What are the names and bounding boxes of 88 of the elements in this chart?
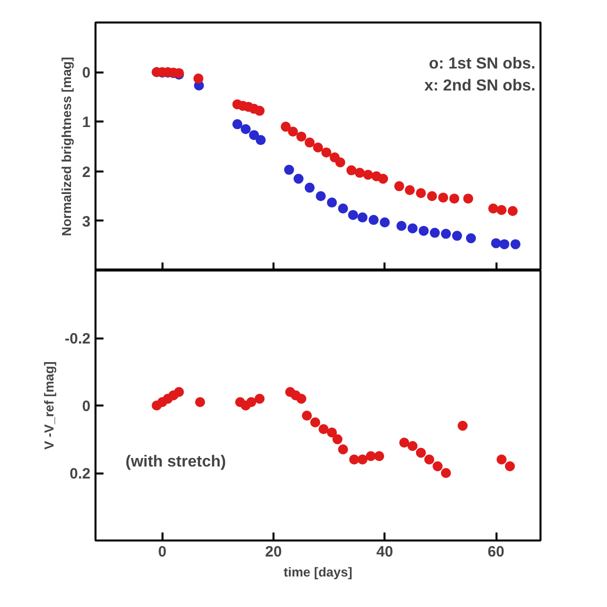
point [326,198,337,208]
point [440,468,451,478]
x-tick-label: 20 [265,544,282,560]
point [318,424,329,434]
x-tick-label: 60 [488,544,504,560]
point [374,451,384,462]
y-tick-label: 0 [82,398,90,415]
y-tick-label: 1 [82,114,90,132]
point [496,454,507,464]
point [430,228,440,238]
point [463,194,474,204]
point [408,223,418,234]
point [466,233,476,244]
point [246,397,256,408]
point [358,212,368,222]
annotation: o: 1st SN obs. [428,56,536,72]
point [346,165,356,176]
point [288,126,298,137]
point [254,394,265,404]
point [174,387,184,397]
annotation: x: 2nd SN obs. [424,78,536,94]
point [240,124,251,134]
point [304,138,315,148]
point [193,74,204,84]
point [302,410,312,421]
point [349,454,360,464]
point [316,191,326,202]
point [280,122,291,132]
y-tick-label: 2 [82,164,90,181]
point [424,454,434,464]
point [326,428,337,438]
point [399,438,410,448]
point [378,174,388,184]
point [449,194,460,204]
point [335,157,346,168]
point [458,420,468,431]
point [332,434,342,444]
point [338,444,348,454]
y-axis-title: V -V_ref [mag] [42,361,57,450]
point [304,182,315,193]
annotation: (with stretch) [126,454,226,470]
point [452,230,462,241]
y-tick-label: 3 [82,213,90,230]
point [368,214,379,225]
y-tick-label: -0.2 [64,330,91,348]
point [510,239,520,250]
point [294,174,304,184]
y-tick-label: 0 [82,64,90,82]
point [366,451,376,462]
point [416,448,426,458]
point [249,130,260,140]
point [404,185,415,196]
point [358,454,368,464]
point [432,461,443,472]
point [440,228,451,239]
point [418,226,429,236]
point [491,238,501,248]
point [310,417,320,428]
point [363,170,374,180]
point [348,210,358,220]
point [254,106,265,116]
point [313,142,323,152]
x-tick-label: 0 [158,544,166,560]
point [394,181,404,192]
point [296,132,306,142]
point [338,204,348,214]
y-axis-title: Normalized brightness [mag] [59,56,74,236]
point [427,191,438,202]
point [504,461,515,472]
x-tick-label: 40 [376,544,394,560]
point [488,204,498,214]
point [396,220,406,231]
point [408,441,418,451]
point [499,239,510,250]
y-tick-label: 0.2 [70,466,91,482]
point [380,217,390,228]
point [416,188,426,198]
point [438,192,448,203]
point [284,164,294,175]
point [508,206,518,216]
point [496,204,507,215]
x-axis-title: time [days] [284,564,352,580]
point [321,147,332,158]
point [256,135,266,146]
point [232,119,242,130]
point [195,397,206,408]
point [296,394,306,404]
point [354,168,365,178]
